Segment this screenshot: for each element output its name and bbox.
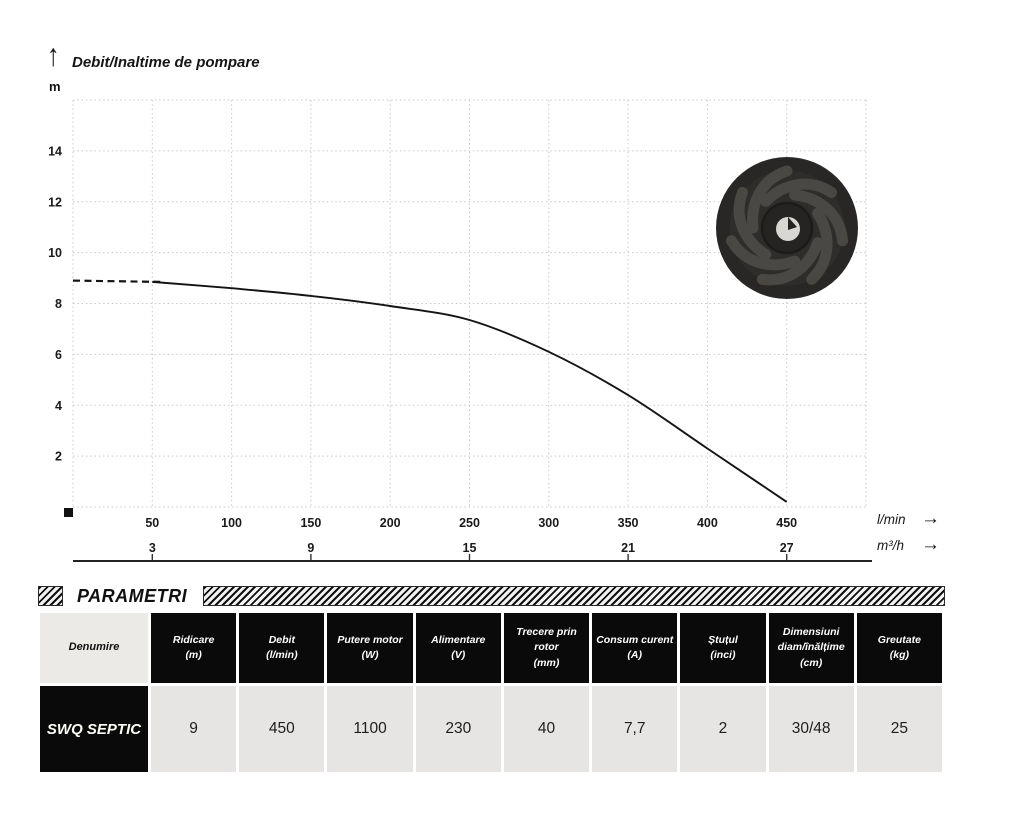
svg-text:2: 2 (55, 450, 62, 464)
col-label: Consum curent (596, 633, 674, 646)
svg-text:4: 4 (55, 399, 62, 413)
svg-text:3: 3 (149, 541, 156, 555)
svg-text:50: 50 (145, 516, 159, 530)
col-label: Debit (268, 633, 295, 646)
svg-text:9: 9 (307, 541, 314, 555)
cell-greutate: 25 (856, 686, 942, 772)
y-axis-tick-labels: 14 12 10 8 6 4 2 (48, 144, 62, 463)
origin-marker (64, 508, 73, 517)
cell-putere-motor: 1100 (327, 686, 413, 772)
col-unit: (kg) (889, 649, 909, 661)
col-unit: (l/min) (266, 649, 298, 661)
chart-title: Debit/Inaltime de pompare (72, 54, 260, 71)
col-header-debit: Debit (l/min) (239, 613, 325, 683)
cell-alimentare: 230 (415, 686, 501, 772)
parametri-band: PARAMETRI (38, 585, 945, 607)
col-unit: (inci) (710, 649, 736, 661)
col-unit: (mm) (533, 656, 560, 669)
col-unit: (m) (185, 649, 202, 661)
hatch-decoration-left (38, 586, 63, 606)
svg-text:300: 300 (538, 516, 559, 530)
col-label: Ridicare (172, 633, 215, 646)
col-header-consum-curent: Consum curent (A) (592, 613, 678, 683)
col-header-stutul: Ștuțul (inci) (680, 613, 766, 683)
col-header-denumire: Denumire (40, 613, 148, 683)
svg-text:150: 150 (300, 516, 321, 530)
impeller-photo (716, 157, 858, 299)
svg-text:450: 450 (776, 516, 797, 530)
x-axis-lmin-arrow-icon (921, 508, 940, 530)
svg-text:250: 250 (459, 516, 480, 530)
col-unit: (W) (361, 649, 379, 661)
y-axis-unit-label: m (49, 79, 61, 94)
col-header-ridicare: Ridicare (m) (151, 613, 237, 683)
cell-trecere-rotor: 40 (503, 686, 590, 772)
col-label: Dimensiuni diam/înălțime (777, 626, 845, 654)
svg-text:400: 400 (697, 516, 718, 530)
col-unit: (A) (627, 649, 642, 661)
col-label: Denumire (68, 641, 120, 654)
parameters-table: Denumire Ridicare (m) Debit (l/min) Pute… (40, 613, 942, 772)
chart-gridlines (72, 99, 867, 508)
cell-debit: 450 (239, 686, 325, 772)
x-axis-lmin-tick-labels: 50 100 150 200 250 300 350 400 450 (145, 516, 797, 530)
cell-ridicare: 9 (151, 686, 237, 772)
col-label: Greutate (877, 633, 921, 646)
svg-text:200: 200 (380, 516, 401, 530)
cell-consum-curent: 7,7 (592, 686, 678, 772)
svg-text:350: 350 (618, 516, 639, 530)
col-header-dimensiuni: Dimensiuni diam/înălțime (cm) (768, 613, 854, 683)
col-label: Alimentare (431, 633, 486, 646)
cell-dimensiuni: 30/48 (768, 686, 854, 772)
col-header-putere-motor: Putere motor (W) (327, 613, 413, 683)
col-header-greutate: Greutate (kg) (856, 613, 942, 683)
pump-curve (72, 279, 788, 503)
col-header-alimentare: Alimentare (V) (415, 613, 501, 683)
col-label: Trecere prin rotor (516, 626, 577, 654)
hatch-decoration-right (203, 586, 945, 606)
x-axis-lmin-unit-label: l/min (877, 512, 906, 527)
col-header-trecere-rotor: Trecere prin rotor (mm) (503, 613, 590, 683)
svg-text:12: 12 (48, 195, 62, 209)
svg-text:10: 10 (48, 246, 62, 260)
row-product-name: SWQ SEPTIC (40, 686, 148, 772)
svg-text:15: 15 (463, 541, 477, 555)
col-label: Putere motor (337, 633, 403, 646)
svg-text:8: 8 (55, 297, 62, 311)
x-axis-m3h-unit-label: m³/h (877, 538, 904, 553)
col-unit: (cm) (800, 656, 823, 669)
svg-text:21: 21 (621, 541, 635, 555)
svg-text:27: 27 (780, 541, 794, 555)
x-axis-m3h-arrow-icon (921, 534, 940, 556)
svg-text:6: 6 (55, 348, 62, 362)
y-axis-up-arrow-icon (47, 38, 60, 74)
cell-stutul: 2 (680, 686, 766, 772)
x-axis-m3h-tick-labels: 3 9 15 21 27 (73, 541, 872, 562)
col-label: Ștuțul (708, 633, 738, 646)
svg-text:14: 14 (48, 144, 62, 158)
parametri-heading: PARAMETRI (77, 585, 188, 606)
svg-text:100: 100 (221, 516, 242, 530)
col-unit: (V) (451, 649, 466, 661)
